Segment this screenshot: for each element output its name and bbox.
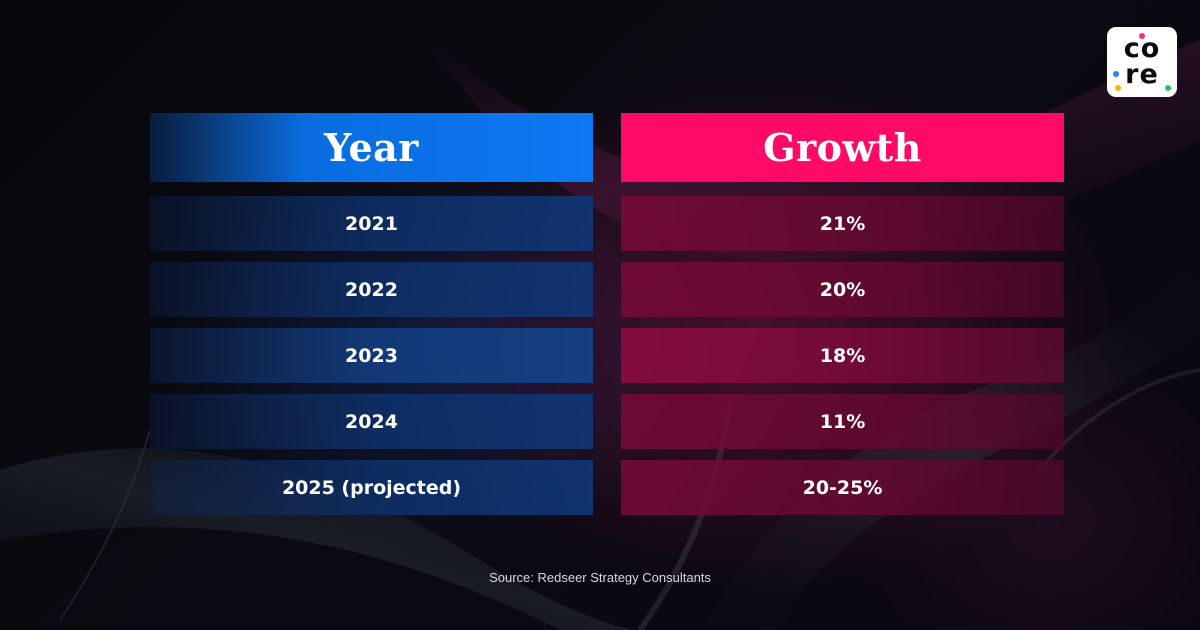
logo-text-line1: co xyxy=(1123,33,1161,65)
table-row: 2021 21% xyxy=(150,196,1064,251)
table-row: 2024 11% xyxy=(150,394,1064,449)
core-logo: co re xyxy=(1107,27,1177,97)
year-cell: 2021 xyxy=(150,196,593,251)
year-cell: 2023 xyxy=(150,328,593,383)
logo-text-line2: re xyxy=(1125,59,1159,90)
logo-dot-green xyxy=(1165,85,1171,91)
growth-cell: 20% xyxy=(621,262,1064,317)
logo-dot-pink xyxy=(1139,33,1145,39)
table-row: 2025 (projected) 20-25% xyxy=(150,460,1064,515)
growth-table: Year Growth 2021 21% 2022 20% 2023 18% 2… xyxy=(150,113,1064,526)
table-row: 2023 18% xyxy=(150,328,1064,383)
table-header-row: Year Growth xyxy=(150,113,1064,182)
header-year: Year xyxy=(150,113,593,182)
year-cell: 2024 xyxy=(150,394,593,449)
year-cell: 2022 xyxy=(150,262,593,317)
growth-cell: 11% xyxy=(621,394,1064,449)
growth-cell: 20-25% xyxy=(621,460,1064,515)
logo-dot-blue xyxy=(1113,71,1119,77)
year-cell: 2025 (projected) xyxy=(150,460,593,515)
logo-dot-yellow xyxy=(1115,85,1121,91)
source-caption: Source: Redseer Strategy Consultants xyxy=(489,570,711,585)
header-growth: Growth xyxy=(621,113,1064,182)
table-row: 2022 20% xyxy=(150,262,1064,317)
growth-cell: 18% xyxy=(621,328,1064,383)
growth-cell: 21% xyxy=(621,196,1064,251)
